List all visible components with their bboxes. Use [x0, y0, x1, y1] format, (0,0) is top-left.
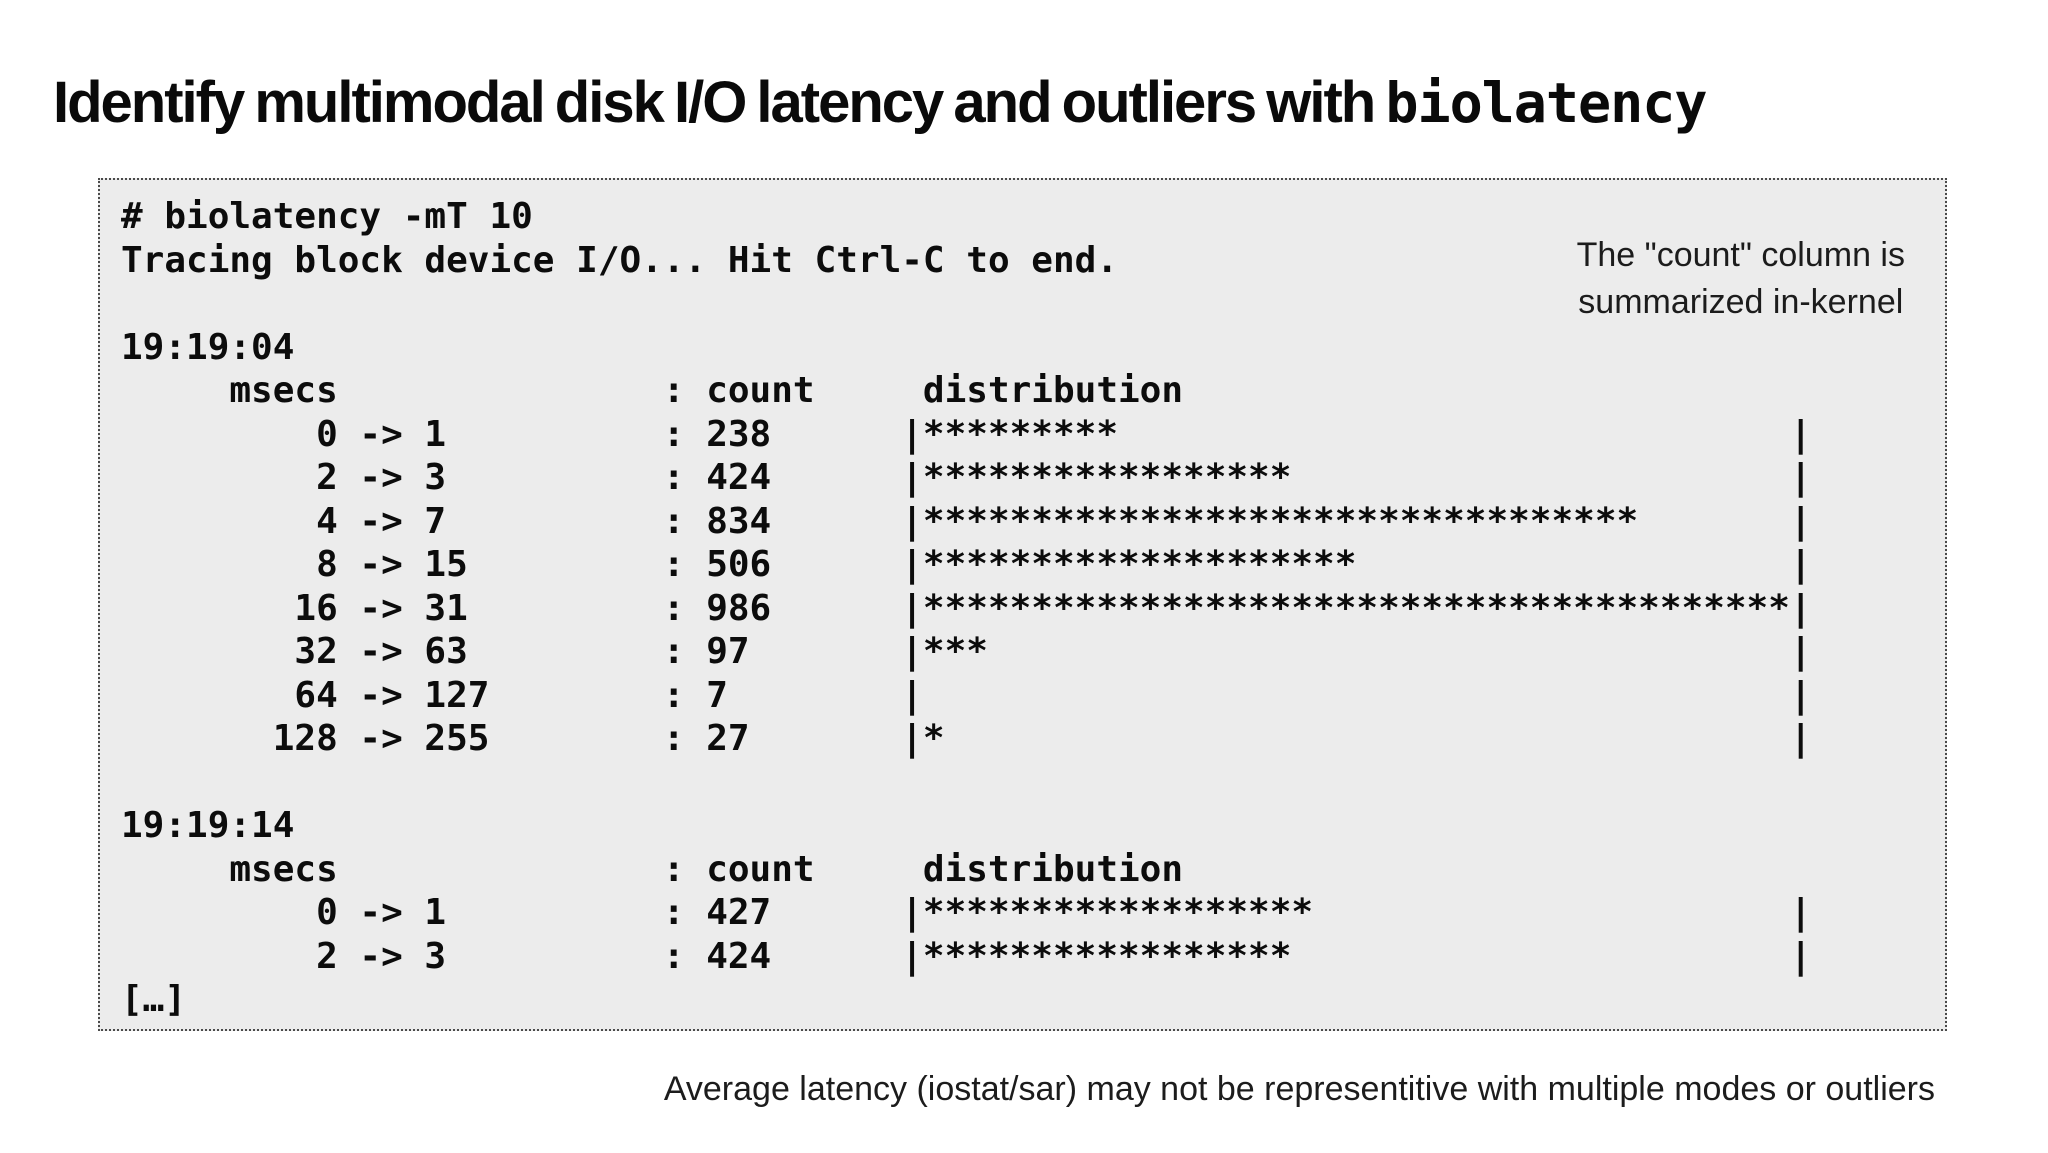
count-column-annotation: The "count" column is summarized in-kern… [1577, 232, 1905, 326]
annotation-line-1: The "count" column is [1576, 236, 1905, 274]
terminal-output: # biolatency -mT 10 Tracing block device… [121, 196, 1812, 1020]
terminal-box: # biolatency -mT 10 Tracing block device… [98, 178, 1947, 1031]
bottom-caption: Average latency (iostat/sar) may not be … [663, 1070, 1935, 1108]
page-title-sans: Identify multimodal disk I/O latency and… [53, 69, 1386, 135]
page-title: Identify multimodal disk I/O latency and… [53, 69, 1707, 136]
page-title-command-name: biolatency [1385, 70, 1707, 135]
annotation-line-2: summarized in-kernel [1578, 283, 1904, 321]
